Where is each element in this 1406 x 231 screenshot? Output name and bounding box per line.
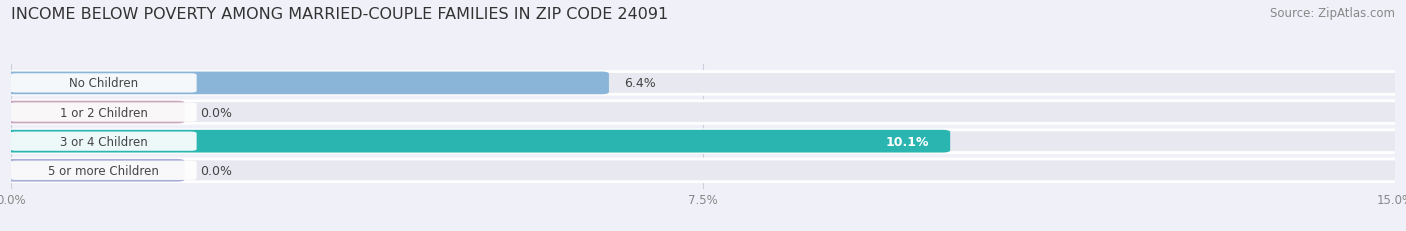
FancyBboxPatch shape — [4, 159, 184, 182]
Text: 0.0%: 0.0% — [200, 106, 232, 119]
FancyBboxPatch shape — [10, 103, 197, 122]
FancyBboxPatch shape — [4, 159, 1402, 182]
Text: 6.4%: 6.4% — [624, 77, 657, 90]
FancyBboxPatch shape — [10, 161, 197, 180]
Text: Source: ZipAtlas.com: Source: ZipAtlas.com — [1270, 7, 1395, 20]
Text: 5 or more Children: 5 or more Children — [48, 164, 159, 177]
Text: 3 or 4 Children: 3 or 4 Children — [59, 135, 148, 148]
Text: 0.0%: 0.0% — [200, 164, 232, 177]
FancyBboxPatch shape — [4, 130, 950, 153]
Text: 1 or 2 Children: 1 or 2 Children — [59, 106, 148, 119]
FancyBboxPatch shape — [4, 72, 1402, 95]
FancyBboxPatch shape — [4, 130, 1402, 153]
FancyBboxPatch shape — [10, 74, 197, 93]
Text: No Children: No Children — [69, 77, 138, 90]
Text: INCOME BELOW POVERTY AMONG MARRIED-COUPLE FAMILIES IN ZIP CODE 24091: INCOME BELOW POVERTY AMONG MARRIED-COUPL… — [11, 7, 668, 22]
FancyBboxPatch shape — [4, 101, 184, 124]
Text: 10.1%: 10.1% — [886, 135, 929, 148]
FancyBboxPatch shape — [4, 72, 609, 95]
FancyBboxPatch shape — [10, 132, 197, 151]
FancyBboxPatch shape — [4, 101, 1402, 124]
